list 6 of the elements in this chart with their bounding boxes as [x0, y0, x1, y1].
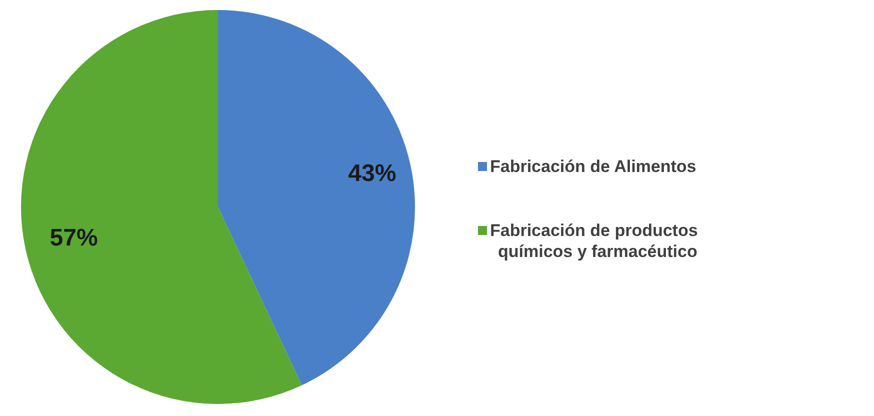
- pie-slice: [21, 10, 302, 404]
- pie-slice: [218, 10, 415, 386]
- data-label: 43%: [348, 160, 396, 188]
- data-label: 57%: [50, 224, 98, 252]
- legend-label: Fabricación de Alimentos: [490, 157, 696, 176]
- legend-label: Fabricación de productos químicos y farmacéutico: [490, 221, 698, 262]
